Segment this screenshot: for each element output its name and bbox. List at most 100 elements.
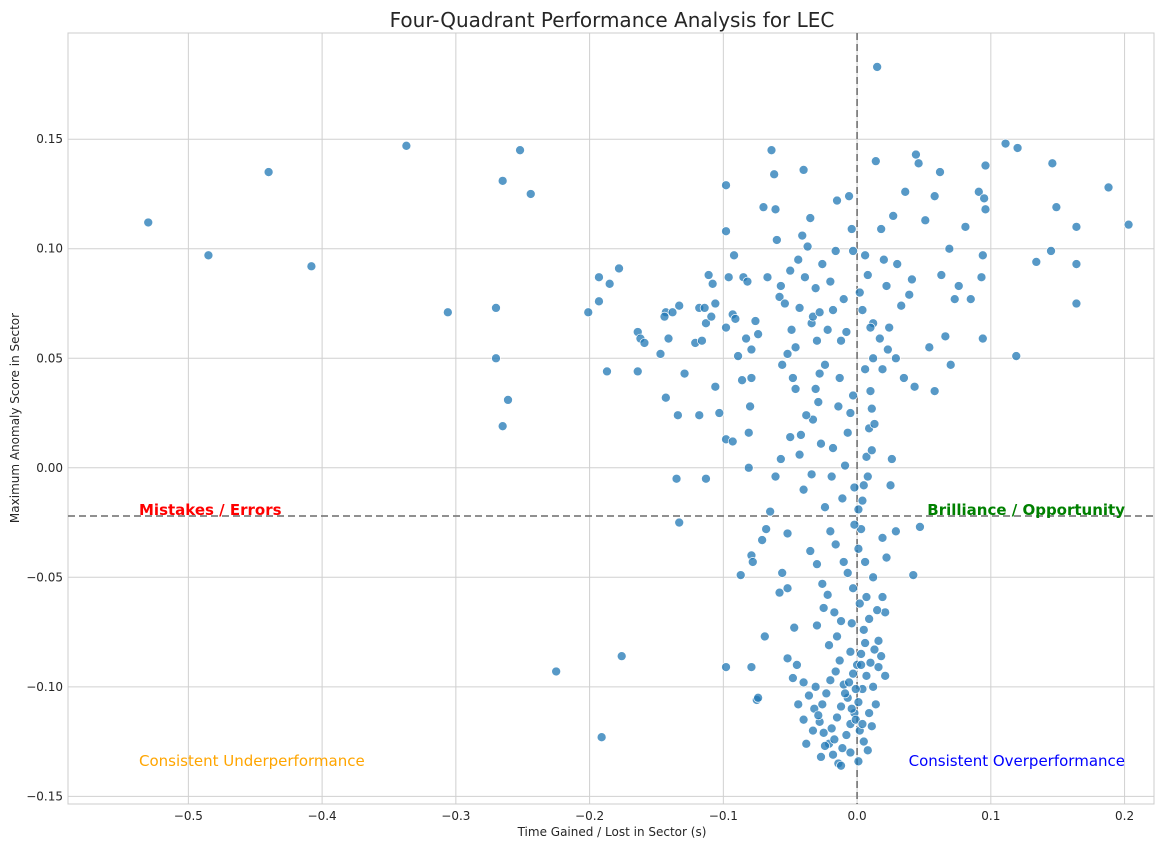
data-point bbox=[825, 276, 836, 287]
data-point bbox=[810, 283, 821, 294]
data-point bbox=[891, 526, 901, 537]
data-point bbox=[838, 294, 849, 304]
data-point bbox=[848, 583, 858, 594]
x-axis-label: Time Gained / Lost in Sector (s) bbox=[517, 825, 707, 839]
data-point bbox=[1103, 182, 1114, 193]
data-point bbox=[936, 270, 947, 280]
mistakes-annotation: Mistakes / Errors bbox=[139, 501, 282, 519]
data-point bbox=[841, 327, 852, 337]
data-point bbox=[953, 281, 964, 291]
data-point bbox=[825, 526, 836, 537]
data-point bbox=[826, 471, 837, 482]
data-point bbox=[798, 714, 809, 725]
data-point bbox=[861, 671, 872, 681]
data-point bbox=[935, 167, 945, 177]
data-point bbox=[832, 712, 842, 723]
data-point bbox=[858, 736, 869, 747]
data-point bbox=[900, 186, 911, 197]
overperformance-annotation: Consistent Overperformance bbox=[909, 752, 1125, 770]
data-point bbox=[782, 583, 793, 594]
data-point bbox=[884, 322, 895, 333]
data-point bbox=[832, 631, 842, 642]
data-point bbox=[1012, 143, 1023, 153]
x-tick-label: −0.5 bbox=[174, 809, 203, 823]
data-point bbox=[870, 156, 881, 166]
data-point bbox=[790, 384, 801, 394]
data-point bbox=[854, 598, 865, 609]
data-point bbox=[828, 305, 838, 315]
data-point bbox=[821, 688, 832, 699]
data-point bbox=[503, 395, 513, 405]
data-point bbox=[710, 381, 721, 392]
data-point bbox=[780, 298, 790, 309]
data-point bbox=[828, 749, 838, 760]
data-point bbox=[604, 278, 615, 289]
data-point bbox=[812, 335, 822, 346]
data-point bbox=[880, 671, 891, 681]
data-point bbox=[899, 373, 909, 383]
data-point bbox=[699, 303, 710, 313]
data-point bbox=[639, 338, 650, 348]
data-point bbox=[746, 344, 757, 355]
data-point bbox=[491, 303, 501, 313]
data-point bbox=[830, 666, 841, 677]
data-point bbox=[800, 272, 810, 283]
data-point bbox=[877, 364, 888, 375]
data-point bbox=[929, 191, 940, 202]
data-point bbox=[880, 607, 891, 618]
x-tick-label: −0.2 bbox=[575, 809, 604, 823]
data-point bbox=[873, 635, 884, 646]
data-point bbox=[849, 482, 860, 493]
data-point bbox=[862, 270, 873, 280]
data-point bbox=[263, 167, 274, 177]
data-point bbox=[753, 329, 763, 340]
data-point bbox=[616, 651, 627, 662]
x-tick-label: −0.3 bbox=[441, 809, 470, 823]
data-point bbox=[746, 373, 757, 383]
data-point bbox=[840, 688, 850, 699]
data-point bbox=[1000, 138, 1011, 149]
data-point bbox=[887, 454, 897, 464]
data-point bbox=[602, 366, 612, 377]
data-point bbox=[491, 353, 501, 364]
data-point bbox=[980, 204, 991, 215]
data-point bbox=[945, 359, 956, 370]
data-point bbox=[143, 217, 154, 228]
grid-lines bbox=[68, 33, 1154, 804]
data-point bbox=[793, 699, 804, 710]
data-point bbox=[866, 403, 877, 414]
data-point bbox=[848, 246, 858, 256]
data-point bbox=[785, 265, 796, 276]
data-point bbox=[697, 335, 707, 346]
data-point bbox=[869, 644, 880, 655]
data-point bbox=[802, 241, 813, 252]
data-point bbox=[721, 662, 731, 672]
data-point bbox=[721, 322, 731, 333]
data-point bbox=[515, 145, 525, 156]
data-point bbox=[891, 353, 901, 364]
data-point bbox=[796, 430, 806, 440]
data-point bbox=[832, 195, 842, 206]
data-point bbox=[798, 165, 809, 175]
data-point bbox=[929, 386, 940, 396]
data-point bbox=[856, 649, 866, 659]
data-point bbox=[1071, 221, 1082, 232]
data-point bbox=[866, 721, 877, 732]
data-point bbox=[818, 727, 829, 738]
data-point bbox=[727, 436, 738, 447]
data-point bbox=[858, 625, 869, 635]
data-point bbox=[830, 246, 841, 256]
y-tick-label: 0.05 bbox=[36, 351, 63, 365]
data-point bbox=[777, 359, 788, 370]
data-point bbox=[845, 646, 856, 657]
data-point bbox=[870, 699, 881, 710]
y-tick-label: 0.15 bbox=[36, 132, 63, 146]
data-point bbox=[864, 614, 874, 624]
data-point bbox=[820, 741, 830, 751]
data-point bbox=[794, 449, 805, 460]
data-point bbox=[1031, 257, 1042, 267]
data-point bbox=[844, 677, 854, 688]
data-point bbox=[878, 254, 889, 265]
data-point bbox=[594, 296, 604, 307]
data-point bbox=[980, 160, 991, 171]
